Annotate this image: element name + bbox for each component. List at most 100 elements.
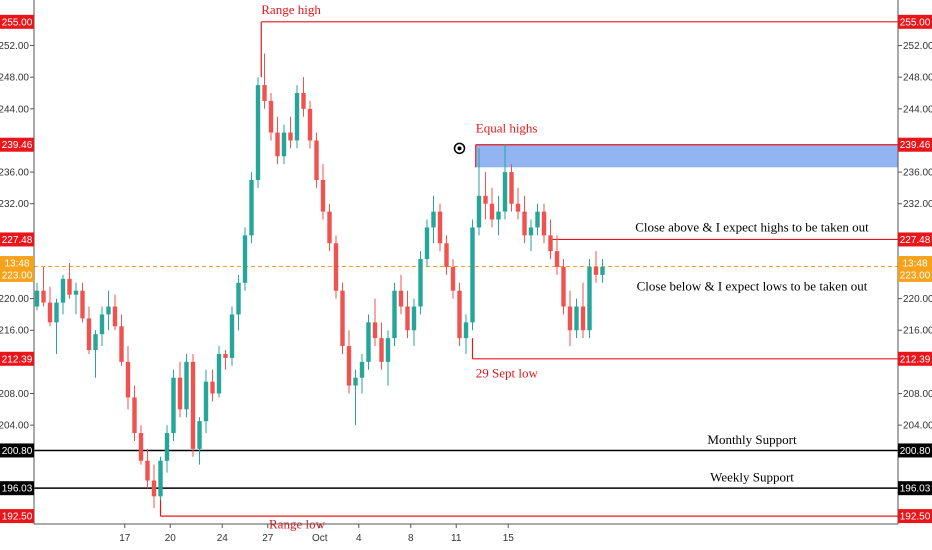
y-tick-label-right: 216.00: [903, 326, 932, 337]
candle-body: [54, 302, 59, 323]
annotation-label: Range high: [261, 2, 321, 17]
candle-body: [424, 227, 430, 260]
support-price-label-left: [0, 443, 34, 458]
candle-body: [73, 290, 79, 295]
candle-body: [379, 338, 384, 362]
candle-body: [418, 259, 423, 307]
support-price-label-right: [898, 481, 932, 496]
candle-body: [203, 381, 209, 422]
candle-body: [346, 346, 352, 386]
candle-body: [333, 243, 339, 291]
countdown-label-right: [898, 256, 932, 271]
level-lines: [34, 21, 898, 517]
candle-body: [138, 433, 144, 461]
y-tick-label-left: 204.00: [0, 421, 29, 432]
candle-body: [327, 211, 332, 244]
candle-body: [509, 172, 514, 204]
annotation-label: Weekly Support: [710, 469, 794, 484]
candle-body: [99, 314, 105, 335]
candle-body: [437, 211, 443, 244]
candle-body: [541, 211, 547, 236]
candle-body: [372, 322, 378, 339]
candle-body: [528, 227, 534, 236]
level-price-label-text: 227.48: [900, 235, 931, 246]
y-tick-label-left: 220.00: [0, 294, 29, 305]
candle-body: [392, 290, 397, 339]
countdown-label-text: 13:48: [4, 259, 29, 270]
level-price-label-right: [898, 14, 932, 29]
level-price-label-right: [898, 232, 932, 247]
candle-body: [255, 85, 261, 180]
level-price-label-text: 212.39: [2, 354, 33, 365]
candle-body: [359, 361, 365, 378]
candle-body: [489, 203, 495, 220]
support-price-label-text: 196.03: [900, 484, 931, 495]
candle-body: [574, 306, 579, 331]
candle-body: [145, 460, 150, 481]
y-tick-label-right: 248.00: [903, 73, 932, 84]
countdown-label-left: [0, 256, 34, 271]
level-price-label-text: 239.46: [900, 140, 931, 151]
candle-body: [502, 172, 508, 212]
level-price-label-text: 255.00: [900, 17, 931, 28]
candle-body: [236, 282, 241, 315]
candle-body: [444, 243, 449, 267]
annotation-label: Monthly Support: [707, 432, 797, 447]
candle-body: [476, 195, 482, 228]
x-tick-label: 20: [165, 533, 177, 544]
price-labels[interactable]: 255.00255.00239.46239.46227.48227.48224.…: [0, 14, 932, 524]
level-price-label-text: 227.48: [2, 235, 33, 246]
target-icon-dot: [457, 146, 462, 151]
candle-body: [67, 278, 72, 295]
y-tick-label-left: 248.00: [0, 73, 29, 84]
candle-body: [262, 85, 267, 101]
candle-body: [398, 290, 404, 307]
candle-body: [450, 266, 456, 291]
level-price-label-left: [0, 232, 34, 247]
candle-body: [171, 377, 176, 434]
candle-body: [535, 211, 540, 228]
candle-body: [463, 322, 469, 339]
candle-body: [411, 306, 417, 331]
y-tick-label-left: 252.00: [0, 41, 29, 52]
equal-highs-zone-rect: [475, 144, 898, 168]
x-tick-label: 17: [119, 533, 131, 544]
current-price-label-text: 223.00: [2, 270, 33, 281]
candle-body: [164, 433, 170, 461]
candle-body: [229, 314, 235, 358]
candles: [34, 53, 605, 509]
candle-body: [275, 132, 280, 157]
candle-body: [515, 203, 521, 212]
y-tick-label-right: 220.00: [903, 294, 932, 305]
candle-body: [548, 235, 553, 252]
candle-body: [268, 100, 274, 133]
y-tick-label-right: 232.00: [903, 199, 932, 210]
candle-body: [587, 266, 592, 331]
level-price-label-left: [0, 351, 34, 366]
candle-body: [281, 132, 287, 157]
support-price-label-text: 200.80: [900, 446, 931, 457]
level-price-label-text: 212.39: [900, 354, 931, 365]
candle-body: [249, 179, 254, 236]
candle-body: [184, 361, 189, 410]
candle-body: [561, 266, 566, 307]
candle-body: [288, 132, 293, 141]
annotation-label: Close below & I expect lows to be taken …: [637, 279, 868, 294]
x-tick-label: 4: [356, 533, 362, 544]
candle-body: [483, 195, 488, 204]
current-price-label-left: [0, 267, 34, 282]
y-tick-label-right: 244.00: [903, 104, 932, 115]
candle-body: [314, 140, 319, 180]
y-tick-label-left: 236.00: [0, 168, 29, 179]
candle-body: [385, 338, 391, 362]
support-price-label-text: 196.03: [2, 484, 33, 495]
candle-body: [41, 290, 46, 303]
y-tick-label-right: 204.00: [903, 421, 932, 432]
candle-body: [496, 211, 501, 220]
level-price-label-left: [0, 14, 34, 29]
annotations: Range high Equal highs Close above & I exp…: [261, 2, 869, 532]
x-tick-label: Oct: [312, 533, 328, 544]
current-price-label-text: 223.00: [900, 270, 931, 281]
candle-body: [340, 290, 345, 347]
